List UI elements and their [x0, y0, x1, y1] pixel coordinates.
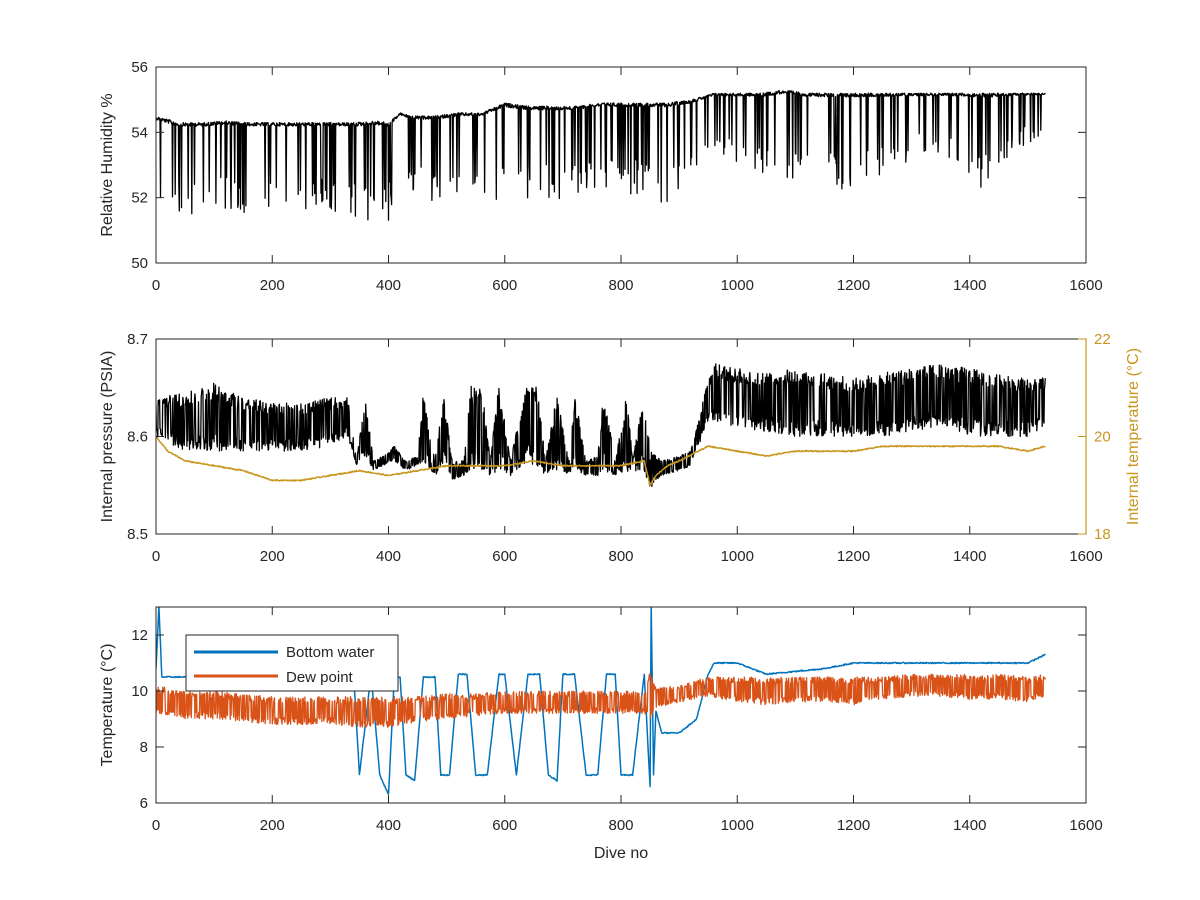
x-tick-label: 400: [376, 548, 401, 565]
x-tick-label: 200: [260, 548, 285, 565]
legend: Bottom water Dew point: [185, 634, 399, 692]
x-tick-label: 400: [376, 817, 401, 834]
x-tick-label: 600: [492, 548, 517, 565]
y2-tick-label: 20: [1094, 429, 1111, 446]
y-tick-label: 10: [131, 683, 148, 700]
x-tick-label: 1000: [721, 817, 754, 834]
y-tick-label: 8.6: [127, 429, 148, 446]
y-tick-label: 54: [131, 124, 148, 141]
x-tick-label: 1400: [953, 548, 986, 565]
x-tick-label: 1600: [1069, 277, 1102, 294]
series-group: [156, 90, 1046, 221]
y-axis-label: Internal pressure (PSIA): [99, 351, 116, 523]
legend-label-bottom-water: Bottom water: [286, 644, 374, 661]
legend-box: [185, 634, 399, 692]
humidity-panel: 0 200 400 600 800 1000 1200 1400 1600 50 52 54 56 Rel…: [99, 59, 1103, 294]
x-tick-label: 1000: [721, 548, 754, 565]
x-tick-label: 0: [152, 817, 160, 834]
dew-point-line: [156, 673, 1046, 728]
x-tick-label: 1600: [1069, 817, 1102, 834]
x-tick-label: 800: [608, 277, 633, 294]
x-tick-label: 1000: [721, 277, 754, 294]
y-axis-label: Temperature (°C): [99, 644, 116, 767]
y-axis-label: Relative Humidity %: [99, 93, 116, 236]
y-tick-label: 8.5: [127, 526, 148, 543]
x-tick-label: 0: [152, 277, 160, 294]
y2-tick-label: 18: [1094, 526, 1111, 543]
legend-label-dew-point: Dew point: [286, 669, 354, 686]
x-tick-label: 1200: [837, 548, 870, 565]
y-tick-label: 8: [140, 739, 148, 756]
x-tick-label: 1400: [953, 277, 986, 294]
y2-tick-label: 22: [1094, 331, 1111, 348]
x-tick-label: 400: [376, 277, 401, 294]
pressure-temperature-panel: 0 200 400 600 800 1000 1200 1400 1600 8.5 8.6 8.7 18…: [99, 331, 1142, 565]
y-tick-label: 56: [131, 59, 148, 76]
y-tick-label: 8.7: [127, 331, 148, 348]
x-tick-label: 1600: [1069, 548, 1102, 565]
y-tick-label: 52: [131, 190, 148, 207]
series-0-line: [156, 363, 1046, 488]
x-tick-label: 200: [260, 817, 285, 834]
x-tick-label: 1200: [837, 817, 870, 834]
x-tick-label: 200: [260, 277, 285, 294]
x-axis-label: Dive no: [594, 845, 648, 862]
x-tick-label: 1400: [953, 817, 986, 834]
x-tick-label: 800: [608, 548, 633, 565]
x-tick-label: 600: [492, 817, 517, 834]
y-tick-label: 50: [131, 255, 148, 272]
series-group: [156, 363, 1046, 488]
y-tick-label: 12: [131, 627, 148, 644]
x-tick-label: 800: [608, 817, 633, 834]
series-1-line: [156, 436, 1046, 487]
y2-axis-label: Internal temperature (°C): [1125, 348, 1142, 525]
x-tick-label: 1200: [837, 277, 870, 294]
series-0-line: [156, 90, 1046, 221]
x-tick-label: 0: [152, 548, 160, 565]
x-tick-label: 600: [492, 277, 517, 294]
y-tick-label: 6: [140, 795, 148, 812]
